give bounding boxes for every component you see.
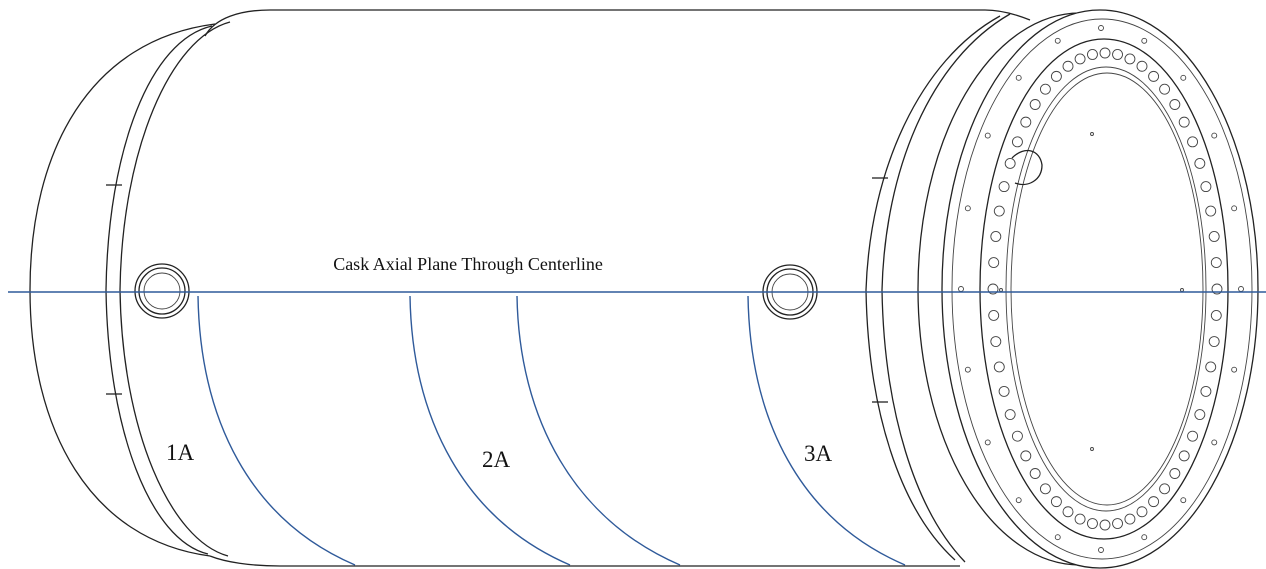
trunnion-ring (144, 273, 180, 309)
centerline-label: Cask Axial Plane Through Centerline (333, 254, 603, 274)
body-top (205, 10, 1030, 36)
left-end-band (120, 22, 230, 556)
section-arc (517, 296, 680, 565)
section-label: 1A (166, 440, 195, 465)
trunnion-left (135, 264, 189, 318)
section-label: 2A (482, 447, 511, 472)
trunnion-ring (139, 268, 185, 314)
left-end-outer (30, 24, 215, 556)
left-end-rim (106, 26, 212, 554)
cask-diagram: Cask Axial Plane Through Centerline 1A 2… (0, 0, 1266, 569)
body-bottom (210, 556, 960, 566)
page: Cask Axial Plane Through Centerline 1A 2… (0, 0, 1266, 569)
section-label: 3A (804, 441, 833, 466)
section-arc (198, 296, 355, 565)
section-arc (748, 296, 905, 565)
section-arc (410, 296, 570, 565)
flange-outer (942, 10, 1258, 568)
trunnion-ring (135, 264, 189, 318)
